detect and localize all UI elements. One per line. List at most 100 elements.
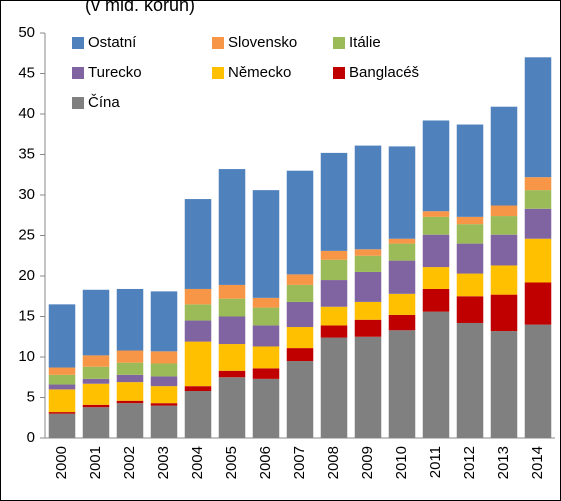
bar-segment <box>456 273 484 297</box>
legend-swatch <box>212 37 224 49</box>
legend-label: Německo <box>228 64 291 81</box>
bar-segment <box>354 271 382 302</box>
bar-segment <box>490 234 518 266</box>
bar-segment <box>116 362 144 375</box>
legend-label: Turecko <box>88 64 142 81</box>
x-tick-label: 2010 <box>393 446 410 479</box>
bar-segment <box>456 124 484 217</box>
bar-segment <box>82 404 110 408</box>
y-tick-label: 0 <box>27 429 35 446</box>
bar-segment <box>116 288 144 351</box>
bar-segment <box>150 363 178 377</box>
bar-segment <box>184 386 212 392</box>
bar-segment <box>354 145 382 250</box>
bar-segment <box>218 370 246 378</box>
bar-segment <box>116 382 144 401</box>
bar-segment <box>252 307 280 326</box>
bar-segment <box>82 289 110 356</box>
bar-segment <box>150 291 178 352</box>
x-tick-label: 2008 <box>325 446 342 479</box>
x-tick-label: 2011 <box>427 446 444 478</box>
bar-segment <box>218 169 246 285</box>
bar-segment <box>218 344 246 371</box>
bar-segment <box>116 374 144 383</box>
y-tick-label: 40 <box>18 105 35 122</box>
x-tick-label: 2014 <box>529 446 546 479</box>
bar-segment <box>490 265 518 295</box>
bar-segment <box>286 170 314 275</box>
bar-segment <box>184 304 212 321</box>
bar-segment <box>286 348 314 362</box>
bar-segment <box>422 267 450 289</box>
bar-segment <box>252 368 280 379</box>
bar-segment <box>524 57 552 178</box>
bar-segment <box>456 216 484 225</box>
bar-segment <box>48 367 76 375</box>
bar-segment <box>252 378 280 438</box>
bar-segment <box>48 412 76 414</box>
bar-segment <box>48 389 76 413</box>
bar-segment <box>218 284 246 299</box>
bar-segment <box>422 234 450 268</box>
bar-segment <box>422 216 450 235</box>
x-tick-label: 2012 <box>461 446 478 479</box>
bar-segment <box>320 280 348 307</box>
y-tick-label: 15 <box>18 307 35 324</box>
bar-segment <box>184 391 212 438</box>
x-tick-label: 2013 <box>495 446 512 479</box>
bar-segment <box>150 351 178 364</box>
bar-segment <box>320 325 348 338</box>
bar-segment <box>422 211 450 217</box>
x-tick-label: 2001 <box>87 446 104 479</box>
legend-label: Slovensko <box>228 34 297 51</box>
x-tick-label: 2009 <box>359 446 376 479</box>
bar-segment <box>388 238 416 244</box>
bar-segment <box>184 288 212 305</box>
bar-segment <box>524 324 552 438</box>
bar-segment <box>320 259 348 281</box>
bar-segment <box>116 403 144 438</box>
x-tick-label: 2007 <box>291 446 308 479</box>
bar-segment <box>184 199 212 289</box>
legend-label: Banglacéš <box>349 64 419 81</box>
bar-segment <box>320 250 348 260</box>
bar-segment <box>490 205 518 217</box>
bar-segment <box>524 177 552 191</box>
bar-segment <box>82 366 110 379</box>
legend-swatch <box>333 37 345 49</box>
bar-segment <box>252 190 280 298</box>
legend-swatch <box>333 67 345 79</box>
bar-segment <box>490 216 518 235</box>
bar-segment <box>48 304 76 368</box>
bar-segment <box>116 350 144 363</box>
bar-segment <box>524 238 552 283</box>
bar-segment <box>286 361 314 438</box>
x-tick-label: 2005 <box>223 446 240 479</box>
bar-segment <box>150 376 178 387</box>
bar-segment <box>490 294 518 332</box>
bar-segment <box>320 306 348 326</box>
y-tick-label: 35 <box>18 145 35 162</box>
bar-segment <box>252 325 280 347</box>
bar-segment <box>422 120 450 212</box>
bar-segment <box>116 400 144 404</box>
bar-segment <box>354 255 382 272</box>
legend-label: Itálie <box>349 34 381 51</box>
bar-segment <box>388 260 416 294</box>
legend-swatch <box>72 67 84 79</box>
y-tick-label: 10 <box>18 348 35 365</box>
bar-segment <box>320 337 348 438</box>
bar-segment <box>218 377 246 438</box>
bar-segment <box>286 284 314 302</box>
bar-segment <box>422 288 450 312</box>
legend-label: Ostatní <box>88 34 137 51</box>
bar-segment <box>286 274 314 285</box>
bar-segment <box>218 298 246 317</box>
legend-swatch <box>212 67 224 79</box>
bar-segment <box>82 378 110 384</box>
bar-segment <box>456 243 484 274</box>
bar-segment <box>388 330 416 438</box>
bar-segment <box>456 322 484 438</box>
bar-segment <box>252 346 280 369</box>
y-tick-label: 50 <box>18 24 35 41</box>
